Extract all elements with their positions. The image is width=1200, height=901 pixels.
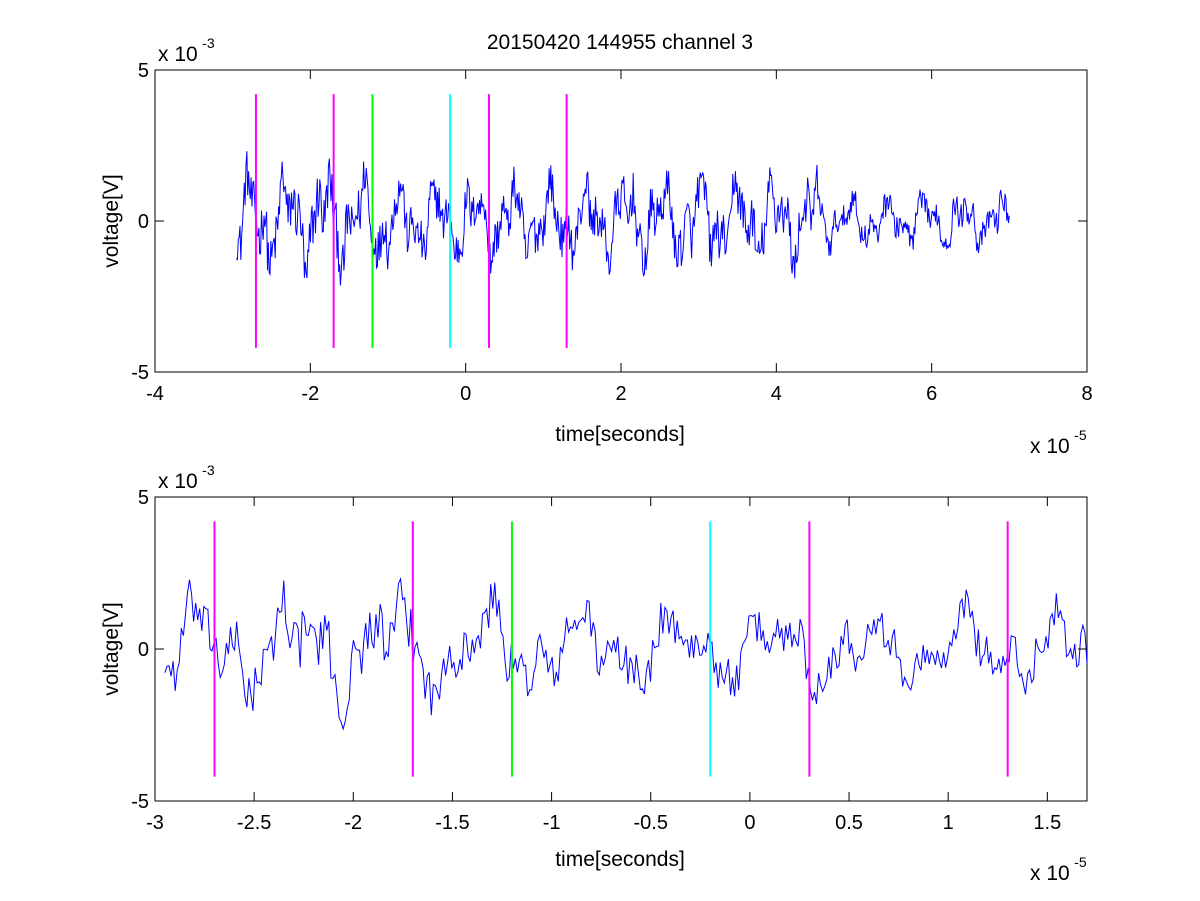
bottom-x-tick-label: -3 [146,812,164,834]
bottom-x-exponent: x 10 -5 [1030,854,1087,885]
top-y-exponent: x 10 -3 [158,35,215,66]
top-y-exponent-base: x 10 [158,43,198,66]
bottom-x-exponent-base: x 10 [1030,862,1070,885]
top-signal-path [236,151,1010,286]
bottom-signal-line [164,576,1088,731]
top-y-tick-label: 5 [138,60,149,82]
top-event-markers [254,94,568,348]
top-y-tick-label: 0 [138,211,149,233]
top-x-tick-label: 6 [926,383,937,405]
bottom-plot-area [154,496,1088,802]
bottom-x-tick-label: -1 [543,812,561,834]
top-y-tick-label: -5 [131,362,149,384]
top-y-exponent-power: -3 [202,35,215,51]
bottom-signal-path [164,576,1088,731]
bottom-y-tick-label: 5 [138,487,149,509]
bottom-x-exponent-power: -5 [1074,854,1087,870]
top-signal-line [236,151,1010,286]
bottom-x-axis-label: time[seconds] [555,848,685,871]
bottom-y-exponent-base: x 10 [158,470,198,493]
top-x-tick-label: 2 [615,383,626,405]
top-x-tick-label: 0 [460,383,471,405]
bottom-x-tick-label: -1.5 [435,812,469,834]
bottom-y-tick-label: 0 [138,639,149,661]
bottom-y-ticks: -5 0 5 [131,487,1087,813]
top-y-axis-label: voltage[V] [100,174,123,267]
bottom-x-tick-label: 1 [943,812,954,834]
top-subplot: -4 -2 0 2 4 6 8 -505 time[seconds] voltage[V] … [100,35,1093,458]
chart-title: 20150420 144955 channel 3 [487,31,753,54]
bottom-x-tick-label: -2 [344,812,362,834]
top-x-tick-label: 4 [771,383,782,405]
bottom-subplot: -3 -2.5 -2 -1.5 -1 -0.5 0 0.5 1 1.5 -5 0 5 time[sec… [100,462,1088,885]
bottom-event-markers [213,521,1009,777]
bottom-x-tick-label: 0.5 [835,812,863,834]
bottom-x-tick-label: 0 [744,812,755,834]
top-plot-area [154,69,1088,373]
bottom-x-tick-label: -2.5 [237,812,271,834]
bottom-x-tick-label: 1.5 [1033,812,1061,834]
bottom-y-exponent-power: -3 [202,462,215,478]
bottom-y-axis-label: voltage[V] [100,602,123,695]
bottom-x-ticks: -3 -2.5 -2 -1.5 -1 -0.5 0 0.5 1 1.5 [146,497,1061,834]
top-x-exponent-base: x 10 [1030,435,1070,458]
top-x-tick-label: -2 [301,383,319,405]
top-x-ticks: -4 -2 0 2 4 6 8 [146,70,1093,405]
bottom-x-tick-label: -0.5 [634,812,668,834]
bottom-y-tick-label: -5 [131,791,149,813]
top-y-ticks: -5 0 5 [131,60,1087,384]
top-x-tick-label: 8 [1081,383,1092,405]
top-x-exponent-power: -5 [1074,427,1087,443]
top-x-exponent: x 10 -5 [1030,427,1087,458]
top-x-tick-label: -4 [146,383,164,405]
top-x-axis-label: time[seconds] [555,423,685,446]
bottom-y-exponent: x 10 -3 [158,462,215,493]
